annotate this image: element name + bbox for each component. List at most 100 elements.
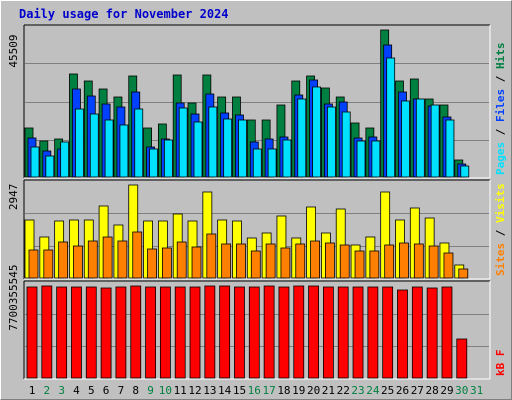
- pages-bar: [297, 98, 307, 178]
- day-label: 23: [351, 384, 364, 397]
- sites-bar: [369, 250, 380, 279]
- pages-bar: [371, 140, 381, 178]
- day-label: 13: [203, 384, 216, 397]
- day-label: 4: [73, 384, 80, 397]
- sites-bar: [117, 240, 128, 279]
- sites-bar: [458, 268, 469, 279]
- day-label: 1: [29, 384, 36, 397]
- sites-bar: [73, 245, 83, 279]
- day-label: 2: [44, 384, 51, 397]
- kbytes-bar: [248, 286, 260, 379]
- sites-bar: [87, 240, 98, 279]
- pages-bar: [149, 148, 158, 178]
- kbytes-bar: [71, 286, 82, 379]
- visits-max-label: 2947: [7, 184, 20, 211]
- day-label: 10: [159, 384, 172, 397]
- day-label: 5: [88, 384, 95, 397]
- kbytes-bar: [352, 286, 364, 379]
- sites-bar: [354, 250, 365, 279]
- sites-bar: [43, 249, 54, 279]
- sites-bar: [161, 247, 172, 279]
- pages-bar: [356, 140, 366, 178]
- legend-sites: Sites: [494, 243, 507, 276]
- kbytes-bar: [456, 338, 468, 379]
- kbytes-bar: [367, 286, 379, 379]
- day-label: 27: [411, 384, 424, 397]
- day-label: 6: [103, 384, 110, 397]
- sites-bar: [324, 242, 335, 279]
- day-label: 28: [426, 384, 439, 397]
- pages-bar: [119, 124, 129, 178]
- kbytes-bar: [56, 286, 68, 379]
- day-label: 7: [118, 384, 125, 397]
- day-label: 8: [132, 384, 139, 397]
- day-label: 14: [218, 384, 232, 397]
- pages-bar: [252, 148, 262, 178]
- sites-bar: [176, 241, 187, 279]
- legend-pages: Pages: [494, 142, 507, 175]
- pages-bar: [134, 108, 144, 178]
- kbytes-bar: [159, 286, 171, 379]
- pages-bar: [193, 121, 203, 178]
- pages-bar: [208, 106, 218, 178]
- kbytes-bar: [219, 285, 231, 379]
- chart-title: Daily usage for November 2024: [19, 7, 229, 21]
- sites-bar: [221, 243, 232, 279]
- sites-bar: [236, 243, 246, 279]
- pages-bar: [163, 139, 173, 178]
- sites-bar: [132, 231, 143, 279]
- kbytes-bar: [382, 286, 394, 379]
- sites-bar: [206, 233, 217, 279]
- kbytes-bar: [145, 286, 156, 379]
- legend-sites-visits: Sites / Visits: [494, 183, 507, 276]
- day-label: 25: [381, 384, 394, 397]
- kbytes-bar: [100, 287, 112, 379]
- day-label: 17: [262, 384, 275, 397]
- pages-bar: [60, 141, 70, 178]
- pages-bar: [267, 148, 277, 178]
- day-label: 9: [147, 384, 154, 397]
- legend-hits-files-pages: Pages / Files / Hits: [494, 43, 507, 176]
- sites-bar: [428, 245, 439, 279]
- kbytes-bar: [115, 286, 127, 379]
- kbytes-bar: [278, 286, 290, 379]
- sites-bar: [443, 252, 454, 279]
- kbytes-bar: [322, 286, 334, 379]
- day-label: 21: [322, 384, 335, 397]
- pages-bar: [45, 155, 55, 178]
- sites-bar: [413, 243, 424, 279]
- day-label: 12: [188, 384, 201, 397]
- sites-bar: [295, 243, 306, 279]
- kbytes-bar: [189, 286, 201, 379]
- pages-bar: [104, 119, 114, 178]
- day-label: 11: [174, 384, 187, 397]
- sites-bar: [147, 248, 157, 279]
- pages-bar: [386, 57, 396, 178]
- day-label: 24: [366, 384, 380, 397]
- hits-max-label: 45509: [7, 34, 20, 67]
- kbytes-bar: [204, 285, 216, 379]
- pages-bar: [401, 100, 410, 178]
- kbytes-bar: [308, 285, 319, 379]
- kbytes-bar: [85, 286, 97, 379]
- pages-bar: [238, 119, 247, 178]
- kbytes-bar: [263, 285, 275, 379]
- pages-bar: [415, 98, 425, 178]
- kbytes-bar: [234, 286, 245, 379]
- kbytes-bar: [174, 286, 186, 379]
- day-label: 22: [337, 384, 350, 397]
- sites-bar: [339, 244, 350, 279]
- day-label: 16: [248, 384, 261, 397]
- sites-bar: [265, 243, 276, 279]
- sites-bar: [58, 241, 69, 279]
- sites-bar: [310, 240, 320, 279]
- sites-bar: [399, 242, 409, 279]
- pages-bar: [460, 165, 470, 178]
- sites-bar: [28, 249, 39, 279]
- pages-bar: [312, 86, 321, 178]
- kbytes-bar: [441, 286, 453, 379]
- pages-bar: [326, 106, 336, 178]
- legend-kbytes: kB F: [494, 350, 507, 377]
- kbytes-bar: [397, 289, 408, 379]
